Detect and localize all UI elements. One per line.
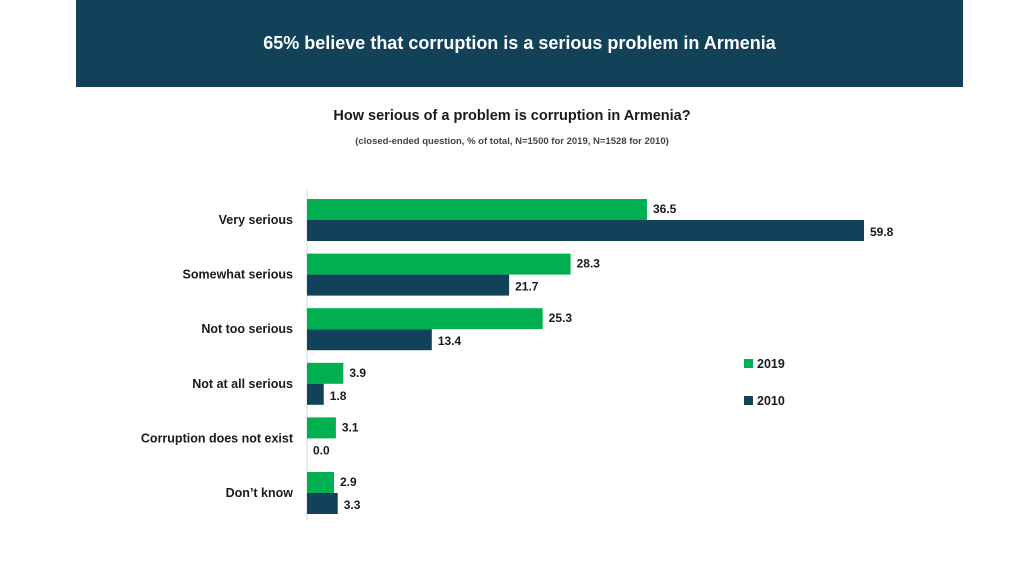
category-label: Not at all serious	[192, 377, 293, 391]
data-label-2010: 3.3	[344, 498, 361, 512]
category-label: Somewhat serious	[183, 268, 293, 282]
page-title: 65% believe that corruption is a serious…	[263, 33, 776, 53]
bar-2019	[307, 199, 647, 220]
bar-2010	[307, 274, 510, 296]
legend-swatch-2019	[744, 359, 753, 368]
bar-2010	[307, 383, 324, 405]
bar-2019	[307, 253, 571, 275]
data-label-2019: 2.9	[340, 475, 357, 489]
data-label-2019: 25.3	[549, 311, 573, 325]
bar-2010	[307, 329, 432, 351]
data-label-2019: 36.5	[653, 202, 677, 216]
category-label: Not too serious	[201, 322, 293, 336]
bar-2019	[307, 417, 336, 439]
data-label-2019: 28.3	[577, 257, 601, 271]
header-banner: 65% believe that corruption is a serious…	[76, 0, 963, 87]
chart-title: How serious of a problem is corruption i…	[333, 108, 691, 124]
chart-subtitle: (closed-ended question, % of total, N=15…	[355, 136, 669, 147]
data-label-2010: 0.0	[313, 443, 330, 457]
category-label: Don’t know	[226, 486, 294, 500]
legend-label-2010: 2010	[757, 394, 785, 408]
bar-2019	[307, 308, 543, 330]
category-label: Corruption does not exist	[141, 431, 294, 445]
bar-2010	[307, 493, 338, 514]
data-label-2010: 21.7	[515, 280, 539, 294]
bar-2019	[307, 472, 335, 493]
data-label-2010: 59.8	[870, 225, 894, 239]
legend-label-2019: 2019	[757, 357, 785, 371]
data-label-2019: 3.1	[342, 420, 359, 434]
data-label-2010: 1.8	[330, 389, 347, 403]
category-label: Very serious	[219, 213, 293, 227]
bar-2010	[307, 220, 864, 241]
legend-swatch-2010	[744, 396, 753, 405]
data-label-2019: 3.9	[349, 366, 366, 380]
data-label-2010: 13.4	[438, 334, 462, 348]
bar-2019	[307, 362, 344, 384]
